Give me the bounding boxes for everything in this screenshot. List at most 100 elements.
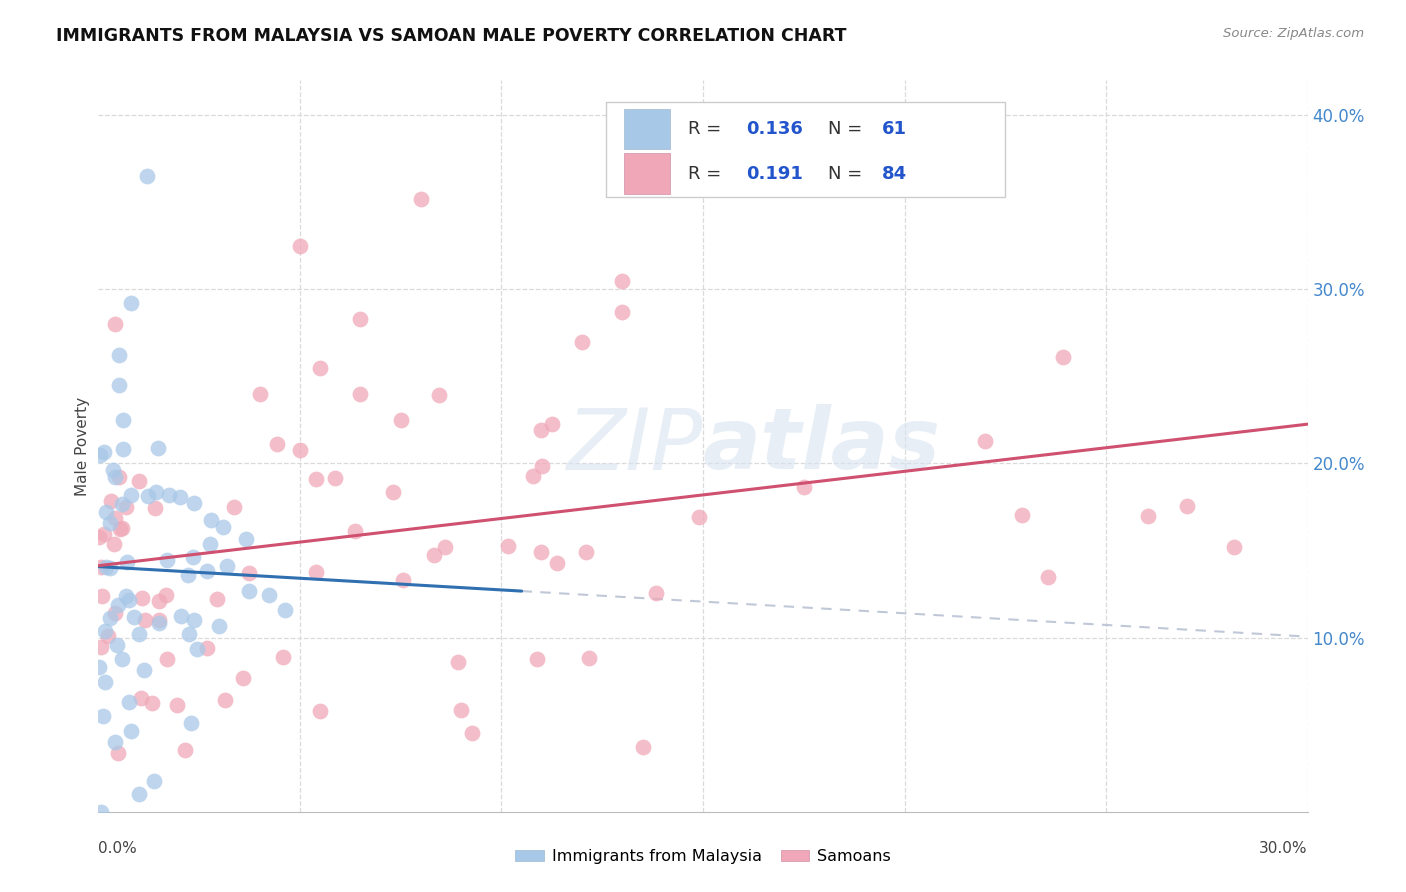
Text: 0.191: 0.191	[747, 164, 803, 183]
Point	[427, 388, 450, 402]
Point	[93, 444, 115, 458]
Text: atlas: atlas	[703, 404, 941, 488]
Point	[274, 603, 297, 617]
Point	[103, 470, 125, 484]
Point	[156, 552, 179, 566]
Point	[104, 607, 127, 621]
Point	[631, 739, 654, 754]
Point	[200, 513, 222, 527]
Point	[156, 651, 179, 665]
Point	[111, 652, 134, 666]
Point	[305, 566, 328, 580]
Point	[134, 613, 156, 627]
Point	[131, 591, 153, 605]
Point	[124, 610, 146, 624]
Point	[211, 520, 233, 534]
Point	[107, 470, 129, 484]
Point	[308, 704, 330, 718]
Point	[688, 510, 710, 524]
Point	[1223, 540, 1246, 554]
Point	[169, 491, 191, 505]
Point	[174, 743, 197, 757]
Point	[89, 530, 111, 544]
Point	[148, 441, 170, 455]
Point	[107, 378, 129, 392]
Point	[423, 548, 446, 562]
Text: 84: 84	[882, 164, 907, 183]
Point	[177, 627, 200, 641]
Point	[94, 559, 117, 574]
Point	[793, 480, 815, 494]
Point	[143, 774, 166, 789]
Point	[546, 556, 568, 570]
Point	[107, 746, 129, 760]
Point	[522, 468, 544, 483]
Point	[198, 537, 221, 551]
Point	[143, 500, 166, 515]
Text: 61: 61	[882, 120, 907, 138]
Point	[288, 238, 311, 252]
Point	[181, 550, 204, 565]
Point	[98, 611, 121, 625]
Point	[974, 434, 997, 448]
Point	[128, 474, 150, 488]
Text: 30.0%: 30.0%	[1260, 841, 1308, 856]
Point	[391, 573, 413, 587]
Point	[166, 698, 188, 712]
Point	[100, 494, 122, 508]
Point	[183, 613, 205, 627]
Point	[136, 489, 159, 503]
Point	[197, 641, 219, 656]
Point	[305, 472, 328, 486]
Point	[612, 274, 634, 288]
Point	[94, 674, 117, 689]
Point	[104, 317, 127, 331]
Point	[238, 566, 260, 580]
Point	[114, 590, 136, 604]
Text: N =: N =	[828, 120, 868, 138]
Point	[103, 735, 125, 749]
Point	[103, 537, 125, 551]
Point	[117, 592, 139, 607]
Point	[323, 471, 346, 485]
Point	[612, 305, 634, 319]
Point	[571, 334, 593, 349]
Point	[205, 592, 228, 607]
Point	[128, 787, 150, 801]
Point	[104, 511, 127, 525]
Point	[540, 417, 562, 431]
Text: Source: ZipAtlas.com: Source: ZipAtlas.com	[1223, 27, 1364, 40]
Point	[215, 558, 238, 573]
Point	[94, 624, 117, 638]
Point	[389, 413, 412, 427]
Point	[120, 488, 142, 502]
Point	[266, 437, 288, 451]
Point	[94, 505, 117, 519]
Legend: Immigrants from Malaysia, Samoans: Immigrants from Malaysia, Samoans	[509, 843, 897, 871]
Point	[111, 442, 134, 457]
Point	[117, 555, 139, 569]
Point	[107, 348, 129, 362]
Point	[214, 692, 236, 706]
Point	[111, 413, 134, 427]
FancyBboxPatch shape	[606, 103, 1005, 197]
Point	[135, 169, 157, 183]
Point	[157, 488, 180, 502]
Point	[98, 561, 121, 575]
Point	[180, 716, 202, 731]
Point	[111, 521, 134, 535]
Point	[148, 594, 170, 608]
Point	[90, 560, 112, 574]
FancyBboxPatch shape	[624, 109, 671, 149]
Point	[257, 587, 280, 601]
Point	[309, 360, 332, 375]
Point	[249, 386, 271, 401]
Point	[186, 641, 208, 656]
Point	[195, 564, 218, 578]
Point	[155, 588, 177, 602]
Point	[183, 496, 205, 510]
Y-axis label: Male Poverty: Male Poverty	[75, 396, 90, 496]
Point	[434, 540, 457, 554]
Point	[148, 615, 170, 630]
Point	[238, 584, 260, 599]
